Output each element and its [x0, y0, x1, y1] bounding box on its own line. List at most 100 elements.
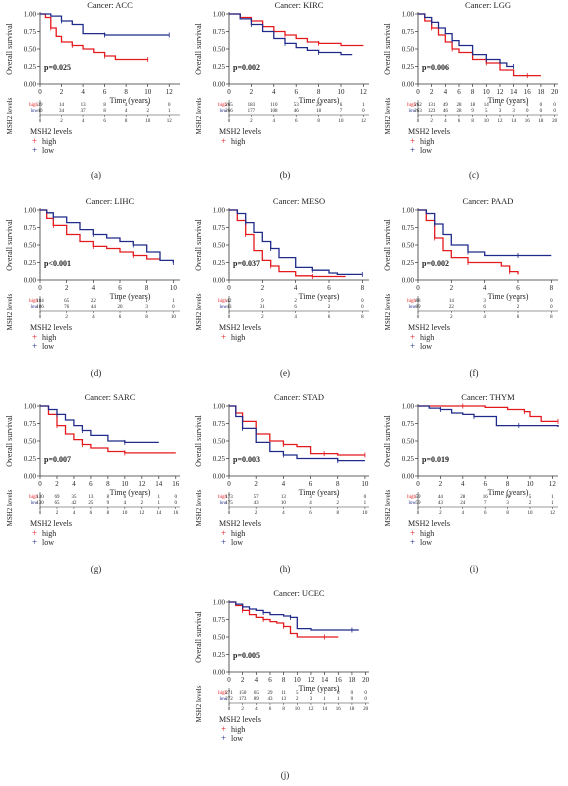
legend-marker-low: +: [32, 341, 37, 351]
x-tick-label: 4: [81, 88, 85, 96]
risk-count-low: 2: [296, 697, 299, 702]
x-tick-label: 2: [439, 480, 443, 488]
x-tick-label: 6: [457, 88, 461, 96]
risk-count-high: 262: [414, 103, 422, 108]
risk-count-high: 0: [517, 299, 520, 304]
risk-count-low: 9: [107, 501, 110, 506]
panel-label: (a): [91, 170, 101, 180]
risk-count-low: 4: [309, 501, 312, 506]
x-tick-label: 16: [335, 676, 343, 684]
x-tick-label: 10: [144, 88, 152, 96]
y-tick-label: 0.00: [24, 277, 37, 285]
x-tick-label: 2: [430, 88, 434, 96]
risk-count-low: 0: [351, 697, 354, 702]
risk-tick-label: 2: [65, 315, 68, 320]
risk-count-high: 69: [54, 495, 60, 500]
risk-tick-label: 2: [439, 511, 442, 516]
risk-count-high: 65: [254, 691, 260, 696]
risk-tick-label: 8: [471, 119, 474, 124]
risk-count-high: 1: [362, 103, 365, 108]
legend-title: MSH2 levels: [30, 323, 72, 332]
risk-count-high: 8: [107, 495, 110, 500]
risk-tick-label: 12: [361, 119, 367, 124]
risk-count-high: 29: [267, 691, 273, 696]
y-tick-label: 1.00: [213, 11, 226, 19]
x-tick-label: 12: [496, 88, 504, 96]
y-axis-label: Overall survival: [194, 610, 203, 663]
risk-count-high: 59: [416, 495, 422, 500]
y-tick-label: 0.50: [402, 438, 415, 446]
x-tick-label: 2: [254, 480, 258, 488]
risk-count-high: 13: [88, 495, 94, 500]
risk-count-low: 130: [36, 501, 44, 506]
risk-tick-label: 6: [517, 315, 520, 320]
risk-count-low: 46: [294, 109, 300, 114]
panel-title: Cancer: PAAD: [463, 196, 514, 206]
y-tick-label: 1.00: [24, 207, 37, 215]
legend-item-high: high: [42, 137, 56, 146]
risk-count-high: 2: [512, 103, 515, 108]
risk-count-high: 1: [158, 495, 161, 500]
risk-count-low: 263: [414, 109, 422, 114]
x-tick-label: 8: [336, 480, 340, 488]
y-tick-label: 1.00: [24, 11, 37, 19]
risk-tick-label: 18: [538, 119, 544, 124]
risk-count-low: 2: [146, 109, 149, 114]
panel-title: Cancer: LGG: [465, 0, 511, 10]
x-tick-label: 6: [103, 88, 107, 96]
y-tick-label: 0.50: [402, 46, 415, 54]
x-tick-label: 10: [121, 480, 129, 488]
y-tick-label: 0.75: [213, 420, 226, 428]
risk-count-low: 44: [91, 305, 97, 310]
x-axis-label: Time (years): [299, 488, 340, 497]
legend-marker-low: +: [410, 145, 415, 155]
y-tick-label: 0.25: [24, 259, 37, 267]
p-value: p=0.005: [233, 651, 260, 660]
legend-item-high: high: [42, 529, 56, 538]
legend-marker-low: +: [410, 537, 415, 547]
risk-tick-label: 4: [255, 707, 258, 712]
risk-count-high: 22: [91, 299, 97, 304]
risk-count-low: 4: [124, 501, 127, 506]
risk-count-high: 28: [456, 103, 462, 108]
risk-count-low: 2: [517, 305, 520, 310]
risk-tick-label: 16: [336, 707, 342, 712]
risk-count-low: 2: [336, 501, 339, 506]
x-tick-label: 0: [38, 480, 42, 488]
y-tick-label: 0.25: [402, 455, 415, 463]
risk-count-high: 1: [526, 103, 529, 108]
risk-count-low: 34: [59, 109, 65, 114]
risk-row-label-low: low: [409, 305, 417, 310]
p-value: p=0.003: [233, 455, 260, 464]
y-tick-label: 0.50: [213, 46, 226, 54]
risk-count-low: 2: [141, 501, 144, 506]
risk-count-high: 0: [337, 691, 340, 696]
y-tick-label: 1.00: [213, 207, 226, 215]
legend-item-low: low: [420, 342, 432, 351]
panel-title: Cancer: THYM: [461, 392, 515, 402]
y-axis-label: Overall survival: [194, 414, 203, 467]
x-tick-label: 20: [551, 88, 559, 96]
y-tick-label: 0.75: [402, 224, 415, 232]
risk-count-high: 110: [270, 103, 278, 108]
risk-tick-label: 0: [39, 315, 42, 320]
risk-row-label-high: high: [407, 103, 416, 108]
risk-count-high: 271: [225, 691, 233, 696]
legend-item-high: high: [231, 137, 245, 146]
x-tick-label: 20: [362, 676, 370, 684]
risk-count-high: 14: [449, 299, 455, 304]
risk-count-high: 14: [484, 103, 490, 108]
risk-row-label-low: low: [31, 305, 39, 310]
risk-count-low: 3: [145, 305, 148, 310]
risk-row-label-low: low: [409, 501, 417, 506]
risk-tick-label: 0: [228, 707, 231, 712]
legend-item-low: low: [420, 146, 432, 155]
risk-count-low: 2: [529, 501, 532, 506]
y-tick-label: 0.75: [24, 28, 37, 36]
risk-tick-label: 10: [362, 511, 368, 516]
x-tick-label: 8: [506, 480, 510, 488]
